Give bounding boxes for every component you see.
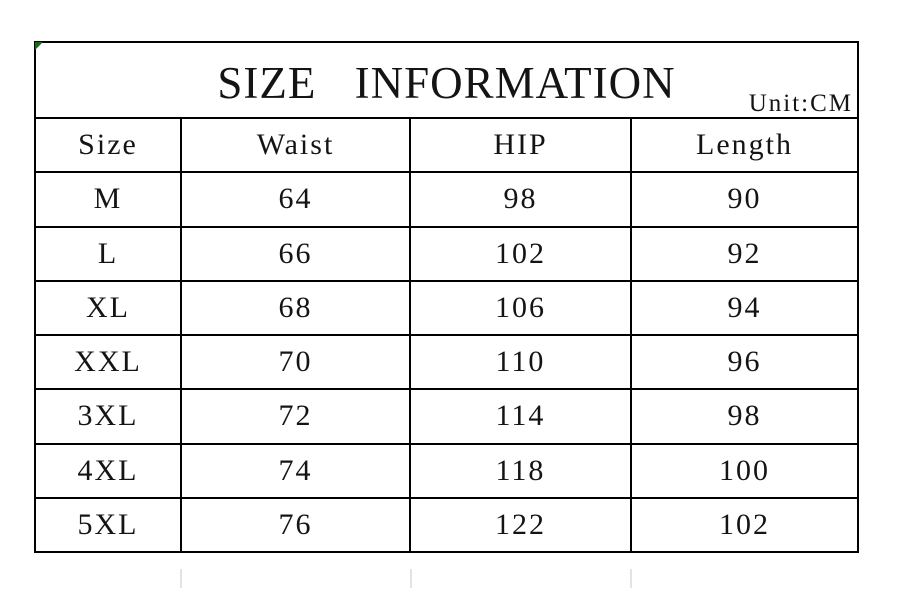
header-row: Size Waist HIP Length bbox=[34, 116, 859, 174]
column-header-length: Length bbox=[630, 116, 859, 174]
page-title: SIZE INFORMATION bbox=[217, 57, 676, 108]
column-header-size: Size bbox=[34, 116, 182, 174]
waist-value: 64 bbox=[180, 171, 411, 228]
table-row: 4XL 74 118 100 bbox=[34, 442, 859, 499]
hip-value: 106 bbox=[409, 279, 632, 337]
table-row: XXL 70 110 96 bbox=[34, 333, 859, 391]
hip-value: 122 bbox=[409, 496, 632, 554]
table-row: M 64 98 90 bbox=[34, 171, 859, 228]
column-header-waist: Waist bbox=[180, 116, 411, 174]
length-value: 100 bbox=[630, 442, 859, 499]
size-value: L bbox=[34, 225, 182, 282]
size-value: XL bbox=[34, 279, 182, 337]
hip-value: 118 bbox=[409, 442, 632, 499]
unit-label: Unit:CM bbox=[748, 90, 853, 117]
green-corner-marker bbox=[35, 42, 43, 50]
title-row: SIZE INFORMATION Unit:CM bbox=[34, 41, 859, 119]
column-ghost-line bbox=[180, 569, 182, 588]
length-value: 94 bbox=[630, 279, 859, 337]
table-row: XL 68 106 94 bbox=[34, 279, 859, 337]
size-information-table: SIZE INFORMATION Unit:CM Size Waist HIP … bbox=[34, 41, 859, 554]
size-value: 5XL bbox=[34, 496, 182, 554]
length-value: 102 bbox=[630, 496, 859, 554]
length-value: 96 bbox=[630, 333, 859, 391]
length-value: 98 bbox=[630, 388, 859, 445]
size-value: M bbox=[34, 171, 182, 228]
waist-value: 76 bbox=[180, 496, 411, 554]
hip-value: 110 bbox=[409, 333, 632, 391]
length-value: 90 bbox=[630, 171, 859, 228]
size-value: XXL bbox=[34, 333, 182, 391]
length-value: 92 bbox=[630, 225, 859, 282]
hip-value: 102 bbox=[409, 225, 632, 282]
table-row: 5XL 76 122 102 bbox=[34, 496, 859, 554]
waist-value: 74 bbox=[180, 442, 411, 499]
waist-value: 68 bbox=[180, 279, 411, 337]
waist-value: 72 bbox=[180, 388, 411, 445]
waist-value: 66 bbox=[180, 225, 411, 282]
hip-value: 98 bbox=[409, 171, 632, 228]
column-header-hip: HIP bbox=[409, 116, 632, 174]
hip-value: 114 bbox=[409, 388, 632, 445]
title-cell: SIZE INFORMATION Unit:CM bbox=[34, 41, 859, 119]
size-value: 3XL bbox=[34, 388, 182, 445]
column-ghost-line bbox=[630, 569, 632, 588]
column-ghost-line bbox=[410, 569, 412, 588]
size-value: 4XL bbox=[34, 442, 182, 499]
waist-value: 70 bbox=[180, 333, 411, 391]
table-row: 3XL 72 114 98 bbox=[34, 388, 859, 445]
table-row: L 66 102 92 bbox=[34, 225, 859, 282]
